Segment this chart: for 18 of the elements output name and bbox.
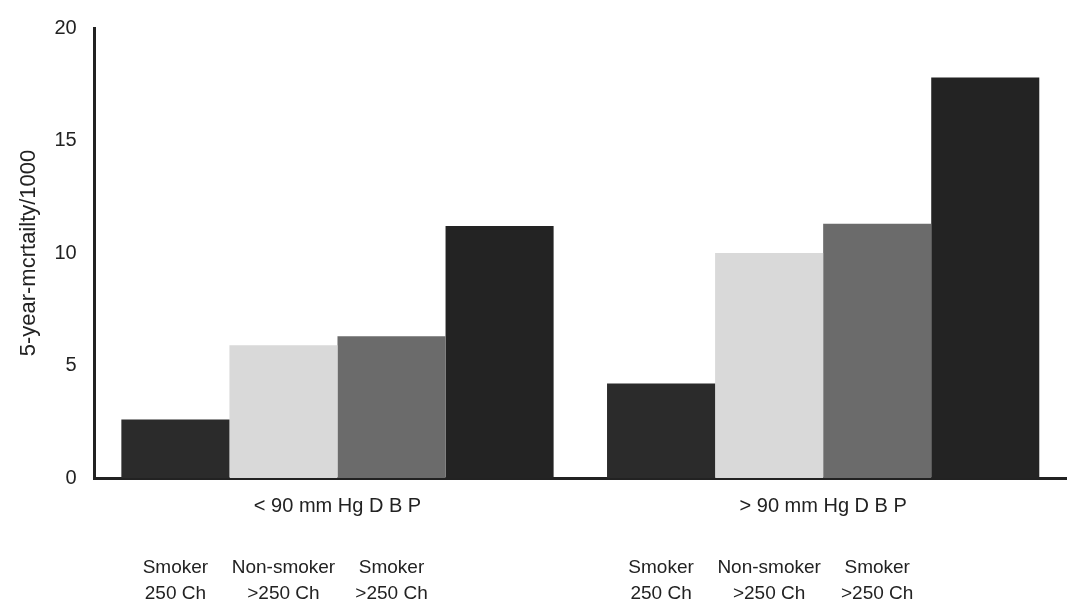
- y-tick-label: 0: [65, 465, 77, 488]
- y-tick-label: 15: [54, 128, 77, 151]
- bar: [337, 336, 446, 478]
- text: Smoker >250 Ch: [355, 555, 428, 603]
- text: Smoker >250 Ch: [841, 555, 914, 603]
- y-axis-title: 5-year-mcrtailty/1000: [15, 149, 41, 357]
- y-tick-label: 20: [54, 15, 77, 38]
- text: Smoker 250 Ch: [628, 555, 695, 603]
- x-tick-label: < 90 mm Hg D B P: [253, 493, 422, 516]
- bar: [715, 253, 824, 478]
- bar: [229, 345, 338, 478]
- bar: [823, 223, 932, 478]
- x-tick-label: > 90 mm Hg D B P: [739, 493, 907, 516]
- text: Non-smoker >250 Ch: [717, 555, 822, 603]
- text: Smoker 250 Ch: [142, 555, 209, 603]
- y-tick-label: 5: [65, 353, 77, 376]
- text: Non-smoker >250 Ch: [231, 555, 336, 603]
- y-tick-label: 10: [54, 240, 77, 263]
